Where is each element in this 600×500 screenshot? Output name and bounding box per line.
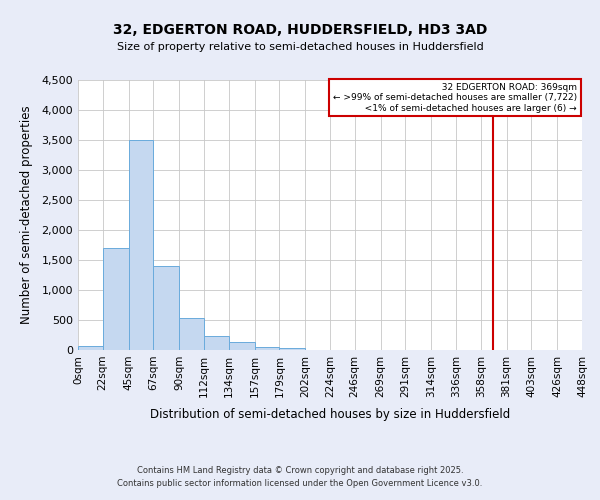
Bar xyxy=(229,342,254,350)
Bar xyxy=(154,266,179,350)
Bar xyxy=(204,336,229,350)
X-axis label: Distribution of semi-detached houses by size in Huddersfield: Distribution of semi-detached houses by … xyxy=(150,408,510,421)
Text: 32 EDGERTON ROAD: 369sqm
← >99% of semi-detached houses are smaller (7,722)
   <: 32 EDGERTON ROAD: 369sqm ← >99% of semi-… xyxy=(333,82,577,112)
Bar xyxy=(280,348,305,350)
Bar xyxy=(78,346,103,350)
Bar xyxy=(128,140,154,350)
Bar xyxy=(179,318,204,350)
Text: 32, EDGERTON ROAD, HUDDERSFIELD, HD3 3AD: 32, EDGERTON ROAD, HUDDERSFIELD, HD3 3AD xyxy=(113,22,487,36)
Bar xyxy=(103,248,128,350)
Text: Size of property relative to semi-detached houses in Huddersfield: Size of property relative to semi-detach… xyxy=(116,42,484,52)
Text: Contains HM Land Registry data © Crown copyright and database right 2025.
Contai: Contains HM Land Registry data © Crown c… xyxy=(118,466,482,487)
Bar xyxy=(254,346,280,350)
Y-axis label: Number of semi-detached properties: Number of semi-detached properties xyxy=(20,106,33,324)
